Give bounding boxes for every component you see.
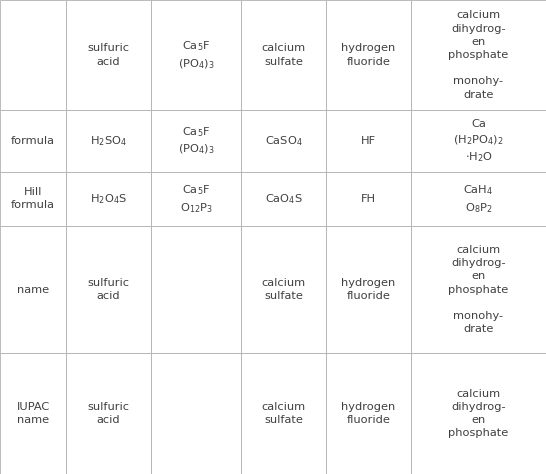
- Bar: [66, 110, 151, 172]
- Bar: [326, 110, 411, 172]
- Text: $\mathrm{Ca_5F}$
$(\mathrm{PO_4})_3$: $\mathrm{Ca_5F}$ $(\mathrm{PO_4})_3$: [178, 39, 215, 71]
- Bar: [151, 353, 241, 474]
- Bar: [241, 0, 326, 110]
- Bar: [66, 0, 151, 110]
- Text: FH: FH: [361, 194, 376, 204]
- Text: IUPAC
name: IUPAC name: [16, 402, 50, 425]
- Bar: [241, 226, 326, 353]
- Bar: [326, 0, 411, 110]
- Text: formula: formula: [11, 136, 55, 146]
- Bar: [411, 0, 546, 110]
- Text: $\mathrm{Ca}$
$(\mathrm{H_2PO_4})_2$
$\cdot\mathrm{H_2O}$: $\mathrm{Ca}$ $(\mathrm{H_2PO_4})_2$ $\c…: [453, 117, 504, 164]
- Text: $\mathrm{Ca_5F}$
$(\mathrm{PO_4})_3$: $\mathrm{Ca_5F}$ $(\mathrm{PO_4})_3$: [178, 125, 215, 156]
- Text: $\mathrm{CaO_4S}$: $\mathrm{CaO_4S}$: [265, 192, 302, 206]
- Bar: [151, 0, 241, 110]
- Bar: [66, 226, 151, 353]
- Bar: [411, 172, 546, 226]
- Bar: [411, 353, 546, 474]
- Bar: [241, 110, 326, 172]
- Text: $\mathrm{Ca_5F}$
$\mathrm{O_{12}P_3}$: $\mathrm{Ca_5F}$ $\mathrm{O_{12}P_3}$: [180, 183, 212, 215]
- Bar: [326, 172, 411, 226]
- Bar: [66, 353, 151, 474]
- Text: hydrogen
fluoride: hydrogen fluoride: [341, 402, 396, 425]
- Bar: [326, 353, 411, 474]
- Text: calcium
sulfate: calcium sulfate: [262, 278, 306, 301]
- Text: calcium
dihydrog-
en
phosphate: calcium dihydrog- en phosphate: [448, 389, 509, 438]
- Bar: [241, 353, 326, 474]
- Bar: [0, 110, 66, 172]
- Text: Hill
formula: Hill formula: [11, 187, 55, 210]
- Bar: [66, 172, 151, 226]
- Bar: [151, 110, 241, 172]
- Text: $\mathrm{CaH_4}$
$\mathrm{O_8P_2}$: $\mathrm{CaH_4}$ $\mathrm{O_8P_2}$: [464, 183, 494, 215]
- Text: $\mathrm{H_2O_4S}$: $\mathrm{H_2O_4S}$: [90, 192, 127, 206]
- Bar: [0, 226, 66, 353]
- Bar: [0, 172, 66, 226]
- Text: $\mathrm{H_2SO_4}$: $\mathrm{H_2SO_4}$: [90, 134, 127, 148]
- Text: calcium
dihydrog-
en
phosphate

monohy-
drate: calcium dihydrog- en phosphate monohy- d…: [448, 10, 509, 100]
- Bar: [241, 172, 326, 226]
- Text: calcium
sulfate: calcium sulfate: [262, 402, 306, 425]
- Text: hydrogen
fluoride: hydrogen fluoride: [341, 44, 396, 66]
- Text: sulfuric
acid: sulfuric acid: [87, 44, 129, 66]
- Text: hydrogen
fluoride: hydrogen fluoride: [341, 278, 396, 301]
- Text: calcium
dihydrog-
en
phosphate

monohy-
drate: calcium dihydrog- en phosphate monohy- d…: [448, 245, 509, 334]
- Bar: [151, 226, 241, 353]
- Text: sulfuric
acid: sulfuric acid: [87, 402, 129, 425]
- Bar: [326, 226, 411, 353]
- Bar: [411, 226, 546, 353]
- Text: $\mathrm{CaSO_4}$: $\mathrm{CaSO_4}$: [265, 134, 302, 148]
- Bar: [151, 172, 241, 226]
- Bar: [0, 353, 66, 474]
- Bar: [0, 0, 66, 110]
- Text: calcium
sulfate: calcium sulfate: [262, 44, 306, 66]
- Text: name: name: [17, 284, 49, 295]
- Text: sulfuric
acid: sulfuric acid: [87, 278, 129, 301]
- Bar: [411, 110, 546, 172]
- Text: HF: HF: [361, 136, 376, 146]
